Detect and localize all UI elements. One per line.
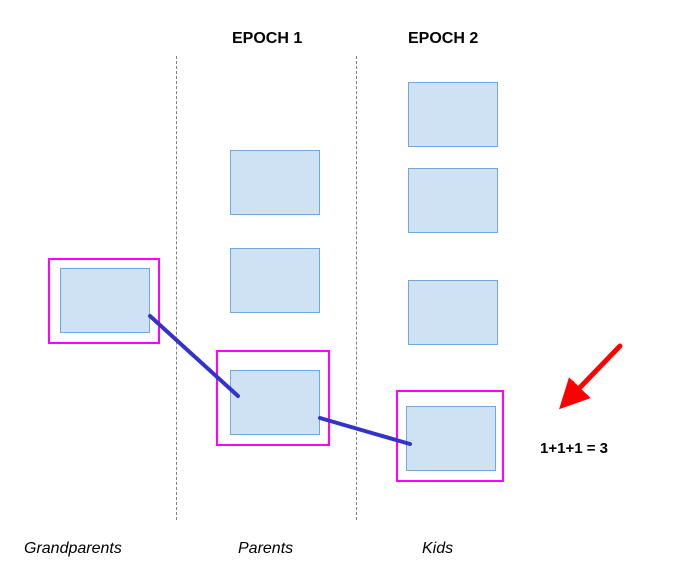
column-footer-parents: Parents	[238, 540, 293, 558]
node-kid-4	[406, 406, 496, 471]
diagram-stage: EPOCH 1 EPOCH 2 Grandparents Parents Kid…	[0, 0, 673, 587]
column-footer-kids: Kids	[422, 540, 453, 558]
sum-annotation: 1+1+1 = 3	[540, 440, 608, 457]
node-grandparent-1	[60, 268, 150, 333]
node-kid-1	[408, 82, 498, 147]
callout-arrow	[566, 346, 620, 402]
column-footer-grandparents: Grandparents	[24, 540, 122, 558]
node-kid-2	[408, 168, 498, 233]
node-parent-3	[230, 370, 320, 435]
node-parent-1	[230, 150, 320, 215]
column-divider-2	[356, 56, 357, 520]
node-kid-3	[408, 280, 498, 345]
column-header-epoch1: EPOCH 1	[232, 30, 302, 48]
node-parent-2	[230, 248, 320, 313]
column-divider-1	[176, 56, 177, 520]
column-header-epoch2: EPOCH 2	[408, 30, 478, 48]
